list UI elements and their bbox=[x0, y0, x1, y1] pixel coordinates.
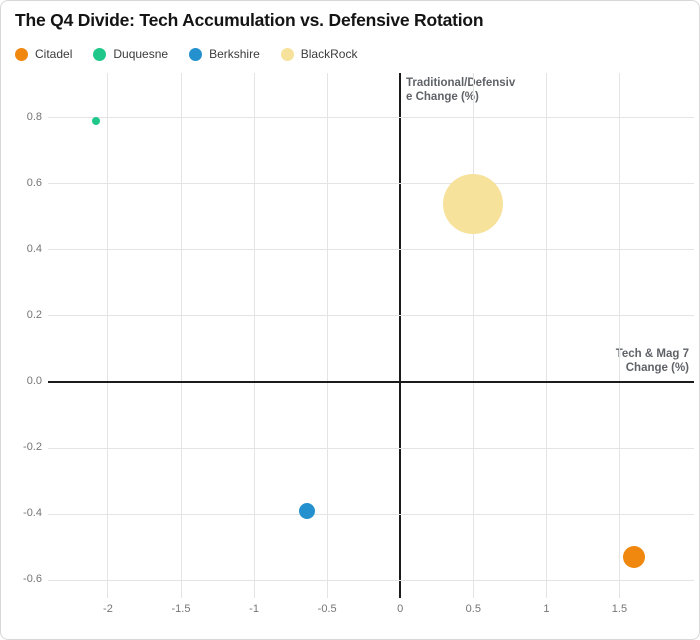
y-axis-title-line2: e Change (%) bbox=[406, 91, 479, 103]
legend-color-dot-icon bbox=[93, 47, 107, 61]
y-tick-label: -0.6 bbox=[23, 573, 42, 586]
legend-label: Berkshire bbox=[209, 47, 260, 61]
gridline-vertical bbox=[253, 73, 255, 598]
y-tick-label: -0.4 bbox=[23, 507, 42, 520]
x-tick-label: -1 bbox=[249, 603, 259, 615]
gridline-horizontal bbox=[48, 183, 694, 185]
gridline-vertical bbox=[618, 73, 620, 598]
gridline-horizontal bbox=[48, 513, 694, 515]
x-tick-label: -1.5 bbox=[171, 603, 191, 615]
gridline-vertical bbox=[326, 73, 328, 598]
legend-label: Duquesne bbox=[113, 47, 169, 61]
bubble-duquesne[interactable] bbox=[92, 117, 101, 126]
legend-label: BlackRock bbox=[300, 47, 358, 61]
x-tick-label: -0.5 bbox=[317, 603, 337, 615]
chart-title: The Q4 Divide: Tech Accumulation vs. Def… bbox=[15, 10, 484, 30]
y-tick-label: 0.0 bbox=[26, 375, 42, 388]
gridline-vertical bbox=[472, 73, 474, 598]
y-tick-label: 0.8 bbox=[26, 110, 42, 123]
x-axis-title-line1: Tech & Mag 7 bbox=[615, 348, 689, 360]
x-tick-label: 0.5 bbox=[465, 603, 481, 615]
legend-color-dot-icon bbox=[189, 47, 203, 61]
y-tick-label: -0.2 bbox=[23, 441, 42, 454]
legend-label: Citadel bbox=[35, 47, 73, 61]
gridline-horizontal bbox=[48, 117, 694, 119]
x-tick-label: 0 bbox=[397, 603, 404, 615]
x-tick-label: -2 bbox=[103, 603, 113, 615]
x-tick-label: 1 bbox=[543, 603, 550, 615]
legend-item-citadel[interactable]: Citadel bbox=[15, 47, 72, 61]
gridline-horizontal bbox=[48, 249, 694, 251]
y-axis-title-line1: Traditional/Defensiv bbox=[406, 77, 516, 89]
x-axis-title: Tech & Mag 7 Change (%) bbox=[559, 347, 689, 375]
y-zero-axis-line bbox=[48, 381, 694, 384]
legend-item-berkshire[interactable]: Berkshire bbox=[189, 47, 260, 61]
y-axis-title: Traditional/Defensiv e Change (%) bbox=[406, 76, 536, 104]
y-tick-label: 0.2 bbox=[26, 308, 42, 321]
y-tick-label: 0.6 bbox=[26, 176, 42, 189]
gridline-vertical bbox=[180, 73, 182, 598]
legend: Citadel Duquesne Berkshire BlackRock bbox=[15, 47, 357, 61]
legend-color-dot-icon bbox=[280, 47, 294, 61]
y-tick-label: 0.4 bbox=[26, 242, 42, 255]
gridline-vertical bbox=[107, 73, 109, 598]
gridline-vertical bbox=[545, 73, 547, 598]
bubble-citadel[interactable] bbox=[623, 545, 646, 568]
bubble-blackrock[interactable] bbox=[443, 173, 504, 234]
gridline-horizontal bbox=[48, 315, 694, 317]
gridline-horizontal bbox=[48, 579, 694, 581]
legend-color-dot-icon bbox=[15, 47, 28, 61]
x-zero-axis-line bbox=[399, 73, 402, 598]
x-axis-title-line2: Change (%) bbox=[625, 362, 689, 374]
legend-item-blackrock[interactable]: BlackRock bbox=[280, 47, 358, 61]
bubble-berkshire[interactable] bbox=[298, 502, 315, 519]
x-tick-label: 1.5 bbox=[611, 603, 628, 615]
legend-item-duquesne[interactable]: Duquesne bbox=[93, 47, 168, 61]
gridline-horizontal bbox=[48, 447, 694, 449]
